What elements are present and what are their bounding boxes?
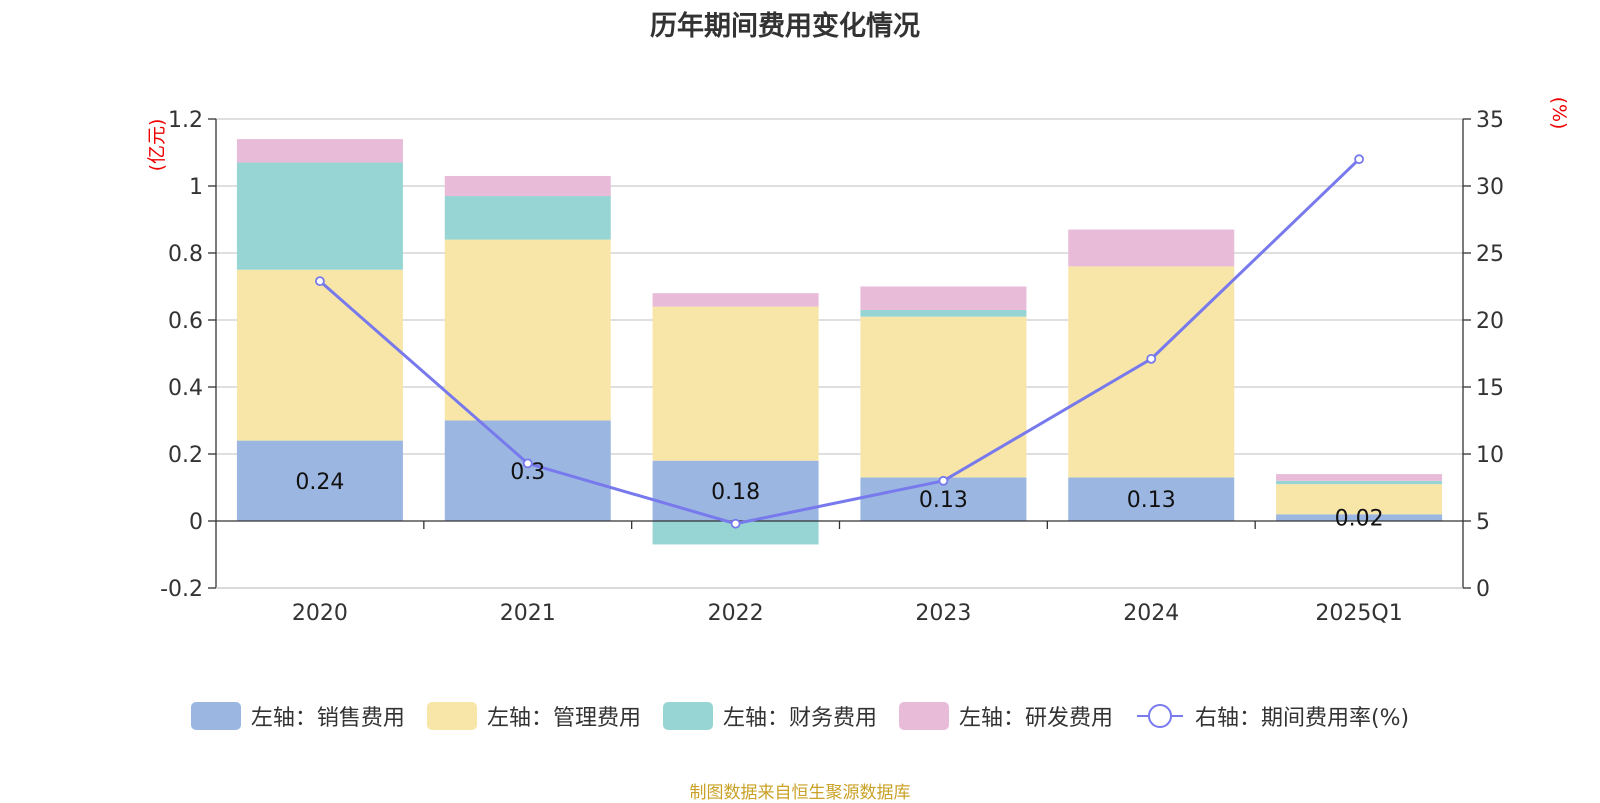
category-label: 2022 bbox=[708, 601, 764, 626]
category-label: 2025Q1 bbox=[1315, 601, 1402, 626]
rate-line bbox=[318, 158, 1361, 526]
legend: 左轴：销售费用 左轴：管理费用 左轴：财务费用 左轴：研发费用 右轴：期间费用率(%) bbox=[0, 700, 1600, 732]
legend-label: 左轴：研发费用 bbox=[958, 706, 1113, 731]
right-tick-label: 30 bbox=[1476, 175, 1504, 200]
chart-title: 历年期间费用变化情况 bbox=[650, 11, 920, 42]
left-tick-label: 1 bbox=[189, 175, 203, 200]
legend-swatch bbox=[662, 702, 713, 730]
bar-value-label: 0.18 bbox=[711, 480, 760, 505]
rate-point bbox=[938, 475, 949, 486]
right-tick-label: 20 bbox=[1476, 309, 1504, 334]
bar-value-label: 0.24 bbox=[295, 470, 344, 495]
legend-label: 右轴：期间费用率(%) bbox=[1194, 706, 1410, 731]
legend-label: 左轴：管理费用 bbox=[486, 706, 641, 731]
bar-segment bbox=[860, 286, 1027, 310]
rate-point bbox=[1146, 353, 1157, 364]
bar-segment bbox=[236, 440, 403, 521]
bar-segment bbox=[860, 309, 1027, 317]
bar-segment bbox=[236, 139, 403, 163]
category-label: 2023 bbox=[915, 601, 971, 626]
bar-value-label: 0.02 bbox=[1335, 507, 1384, 532]
legend-swatch bbox=[898, 702, 949, 730]
rate-point bbox=[522, 458, 533, 469]
legend-item[interactable]: 左轴：财务费用 bbox=[662, 700, 877, 732]
axes: -0.2 0 0.2 0.4 0.6 0.8 1 1.2 0 5 10 15 20 25 30 35 (亿元) (… bbox=[146, 97, 1570, 626]
legend-item[interactable]: 右轴：期间费用率(%) bbox=[1135, 700, 1409, 732]
right-tick-label: 5 bbox=[1476, 510, 1490, 535]
bar-segment bbox=[652, 306, 819, 461]
left-tick-label: 0.8 bbox=[168, 242, 203, 267]
bar-segment bbox=[444, 239, 611, 421]
bar-segment bbox=[444, 420, 611, 521]
source-note: 制图数据来自恒生聚源数据库 bbox=[689, 783, 911, 803]
rate-point bbox=[1354, 154, 1364, 165]
category-label: 2021 bbox=[500, 601, 556, 626]
bar-segment bbox=[1068, 266, 1235, 478]
legend-item[interactable]: 左轴：销售费用 bbox=[190, 700, 405, 732]
rate-point bbox=[315, 276, 325, 287]
bar-segment bbox=[652, 521, 819, 545]
category-label: 2020 bbox=[292, 601, 348, 626]
bar-segment bbox=[1068, 229, 1235, 267]
bar-segment bbox=[1276, 474, 1443, 481]
bar-segment bbox=[236, 162, 403, 270]
right-tick-label: 35 bbox=[1476, 108, 1504, 133]
legend-line-marker-icon bbox=[1136, 704, 1183, 728]
rate-point bbox=[730, 518, 741, 529]
left-tick-label: 1.2 bbox=[168, 108, 203, 133]
left-tick-label: 0.6 bbox=[168, 309, 203, 334]
legend-item[interactable]: 左轴：管理费用 bbox=[426, 700, 641, 732]
legend-swatch bbox=[426, 702, 477, 730]
right-tick-label: 0 bbox=[1476, 577, 1490, 602]
right-axis-unit: (%) bbox=[1548, 97, 1570, 130]
bar-segment bbox=[444, 175, 611, 197]
legend-label: 左轴：销售费用 bbox=[250, 706, 405, 731]
chart-canvas: -0.2 0 0.2 0.4 0.6 0.8 1 1.2 0 5 10 15 20 25 30 35 (亿元) (… bbox=[146, 97, 1570, 626]
bar-segment bbox=[444, 196, 611, 240]
right-tick-label: 10 bbox=[1476, 443, 1504, 468]
bar-segment bbox=[236, 269, 403, 441]
bar-value-label: 0.13 bbox=[919, 488, 968, 513]
bar-segment bbox=[652, 293, 819, 307]
bar-segment bbox=[1068, 477, 1235, 521]
data-labels: 0.24 0.3 0.18 0.13 0.13 0.02 bbox=[295, 460, 1383, 532]
bar-segment bbox=[1276, 480, 1443, 485]
bar-value-label: 0.3 bbox=[510, 460, 545, 485]
legend-label: 左轴：财务费用 bbox=[722, 706, 877, 731]
right-tick-label: 15 bbox=[1476, 376, 1504, 401]
legend-swatch bbox=[190, 702, 241, 730]
bar-value-label: 0.13 bbox=[1127, 488, 1176, 513]
category-label: 2024 bbox=[1123, 601, 1179, 626]
left-tick-label: -0.2 bbox=[160, 577, 203, 602]
bar-segment bbox=[1276, 484, 1443, 515]
left-tick-label: 0 bbox=[189, 510, 203, 535]
line-series bbox=[315, 154, 1364, 529]
left-tick-label: 0.4 bbox=[168, 376, 203, 401]
right-tick-label: 25 bbox=[1476, 242, 1504, 267]
bar-series bbox=[236, 139, 1443, 545]
bar-segment bbox=[1276, 514, 1443, 521]
left-axis-unit: (亿元) bbox=[146, 119, 168, 172]
legend-item[interactable]: 左轴：研发费用 bbox=[898, 700, 1113, 732]
left-tick-label: 0.2 bbox=[168, 443, 203, 468]
bar-segment bbox=[860, 316, 1027, 478]
